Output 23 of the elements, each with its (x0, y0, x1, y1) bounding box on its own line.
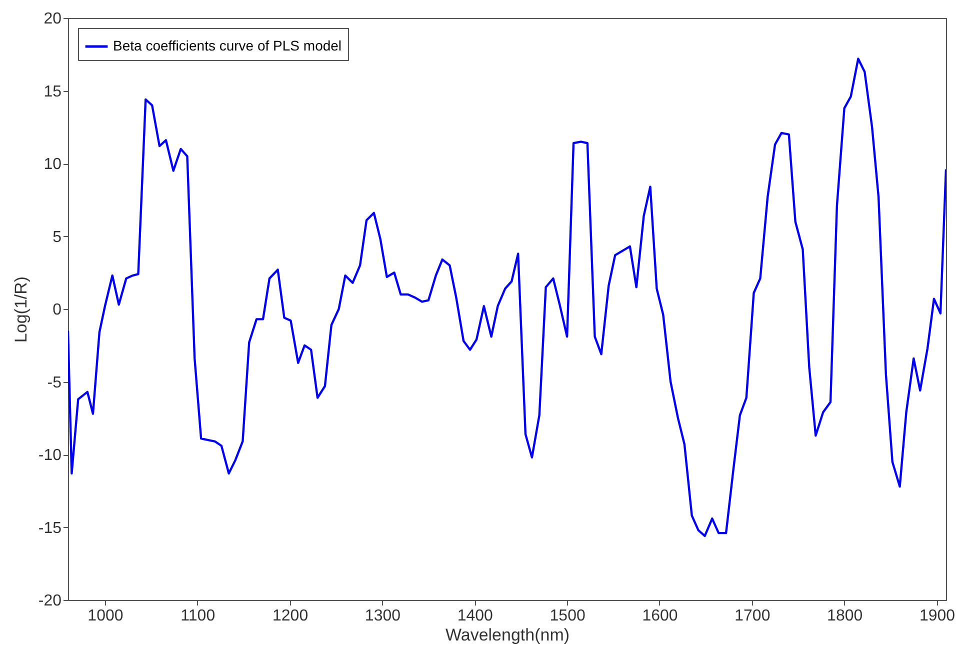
x-tick-label: 1100 (180, 608, 216, 624)
y-tick-label: 20 (44, 10, 62, 28)
x-tick-label: 1300 (364, 608, 401, 624)
x-tick-label: 1700 (734, 608, 770, 624)
x-tick-label: 1600 (642, 608, 678, 624)
x-tick-label: 1000 (88, 608, 124, 624)
x-tick-label: 1800 (827, 608, 863, 624)
y-tick-label: 0 (52, 302, 62, 318)
x-tick-label: 1500 (550, 608, 586, 624)
x-tick-label: 1200 (272, 608, 308, 624)
y-tick-label: 15 (44, 83, 62, 100)
x-tick-label: 1900 (919, 608, 956, 624)
x-axis-title: Wavelength(nm) (445, 626, 570, 644)
y-tick-label: 10 (44, 156, 62, 173)
y-tick-label: -15 (38, 520, 62, 537)
x-tick-label: 1400 (457, 608, 494, 624)
y-tick-label: -10 (38, 447, 62, 464)
line-series (68, 58, 946, 538)
legend-label: Beta coefficients curve of PLS model (113, 38, 342, 54)
y-tick-label: 5 (52, 228, 62, 246)
y-tick-label: -5 (47, 374, 62, 392)
y-axis-title: Log(1/R) (11, 276, 30, 343)
y-tick-label: -20 (38, 592, 62, 610)
